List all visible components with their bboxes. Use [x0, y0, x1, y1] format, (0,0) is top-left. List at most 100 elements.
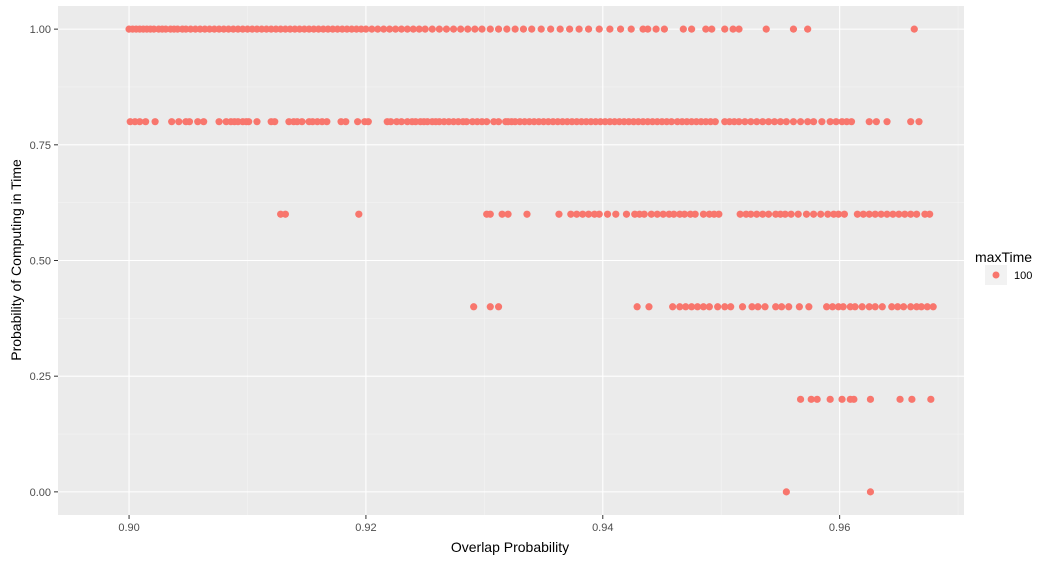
data-point [567, 210, 575, 218]
data-point [853, 210, 862, 218]
data-point [826, 395, 834, 403]
data-point [895, 210, 903, 218]
data-point [494, 118, 503, 126]
data-point [915, 118, 923, 126]
data-point [772, 303, 780, 311]
data-point [680, 210, 689, 218]
data-point [789, 25, 798, 33]
data-point [682, 303, 690, 311]
data-point [883, 210, 891, 218]
data-point [736, 210, 744, 218]
data-point [817, 210, 825, 218]
data-point [721, 303, 729, 311]
data-point [380, 25, 388, 33]
y-tick-label: 0.25 [30, 371, 51, 383]
data-point [616, 25, 625, 33]
data-point [729, 25, 737, 33]
data-point [840, 210, 848, 218]
data-point [575, 25, 583, 33]
data-point [878, 303, 886, 311]
data-point [271, 118, 279, 126]
data-point [705, 303, 713, 311]
data-point [151, 118, 159, 126]
data-point [699, 210, 708, 218]
data-point [435, 25, 443, 33]
data-point [449, 25, 458, 33]
data-point [711, 118, 719, 126]
data-point [647, 210, 655, 218]
data-point [871, 303, 879, 311]
data-point [606, 25, 614, 33]
data-point [428, 25, 436, 33]
data-point [645, 303, 653, 311]
data-point [415, 25, 423, 33]
data-point [804, 118, 812, 126]
data-point [483, 118, 491, 126]
y-tick-label: 0.75 [30, 140, 51, 152]
data-point [670, 210, 678, 218]
data-point [741, 118, 749, 126]
data-point [503, 25, 511, 33]
data-point [573, 210, 581, 218]
data-point [764, 118, 773, 126]
data-point [215, 118, 223, 126]
data-point [805, 303, 813, 311]
data-point [826, 118, 834, 126]
data-point [669, 303, 677, 311]
data-point [397, 25, 406, 33]
data-point [776, 118, 785, 126]
data-point [403, 25, 411, 33]
data-point [622, 210, 631, 218]
data-point [185, 118, 194, 126]
y-tick-label: 0.50 [30, 256, 51, 268]
data-point [839, 303, 847, 311]
data-point [865, 303, 873, 311]
data-point [850, 395, 858, 403]
data-point [391, 25, 400, 33]
data-point [795, 303, 803, 311]
data-point [691, 210, 699, 218]
data-point [374, 25, 382, 33]
data-point [612, 210, 620, 218]
data-point [866, 488, 875, 496]
data-point [894, 303, 902, 311]
data-point [858, 303, 866, 311]
data-point [644, 25, 652, 33]
data-point [486, 25, 494, 33]
data-point [785, 303, 793, 311]
data-point [364, 118, 372, 126]
y-axis-ticks: 0.00 0.25 0.50 0.75 1.00 [30, 24, 58, 499]
data-point [851, 303, 859, 311]
data-point [464, 25, 472, 33]
data-point [653, 210, 661, 218]
data-point [342, 118, 350, 126]
data-point [847, 118, 856, 126]
data-point [397, 118, 406, 126]
data-point [494, 303, 503, 311]
data-point [929, 303, 937, 311]
x-axis-title: Overlap Probability [451, 539, 569, 555]
data-point [281, 210, 289, 218]
legend-label: 100 [1014, 270, 1032, 282]
x-tick-label: 0.96 [829, 522, 850, 534]
data-point [368, 25, 376, 33]
data-point [762, 25, 770, 33]
data-point [823, 303, 831, 311]
data-point [735, 118, 743, 126]
data-point [804, 25, 812, 33]
data-point [866, 395, 875, 403]
data-point [865, 118, 873, 126]
data-point [355, 210, 363, 218]
data-point [175, 118, 183, 126]
data-point [910, 25, 918, 33]
data-point [699, 303, 708, 311]
data-point [781, 210, 789, 218]
legend-point-icon [992, 271, 1000, 279]
data-point [896, 395, 904, 403]
data-point [770, 118, 779, 126]
data-point [917, 303, 925, 311]
data-point [761, 303, 769, 311]
data-point [828, 303, 837, 311]
data-point [555, 210, 563, 218]
data-point [584, 210, 593, 218]
